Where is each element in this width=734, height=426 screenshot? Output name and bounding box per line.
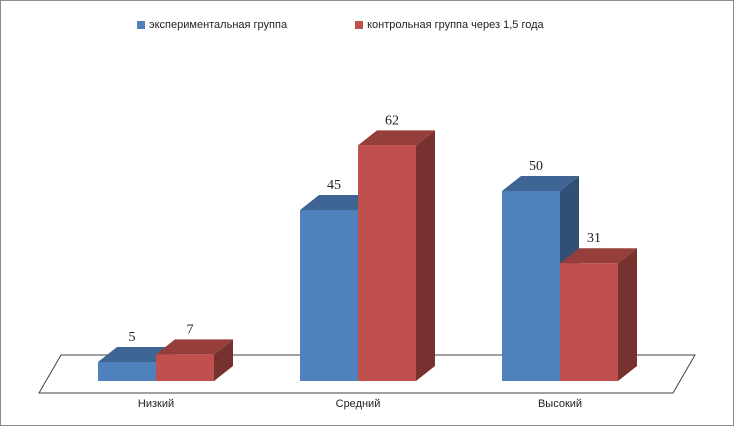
category-label: Средний [336, 398, 381, 410]
bar-control-2 [358, 130, 435, 381]
bar-side [214, 339, 233, 381]
category-labels-group: Низкий Средний Высокий [138, 398, 582, 410]
bar-top [358, 130, 435, 146]
bar-side [416, 130, 435, 381]
bar-top [502, 176, 579, 191]
bar-front [560, 263, 618, 381]
data-label: 45 [327, 178, 341, 193]
legend-label-experimental: экспериментальная группа [149, 19, 288, 31]
data-label: 5 [129, 330, 136, 345]
bar-front [156, 354, 214, 381]
legend-label-control: контрольная группа через 1,5 года [367, 19, 544, 31]
bars-group [98, 130, 637, 381]
bar-control-3 [560, 248, 637, 381]
bar-top [300, 195, 377, 210]
bar-top [156, 339, 233, 355]
bar-front [98, 362, 156, 381]
legend-swatch-experimental [137, 21, 145, 29]
bar-top [560, 248, 637, 264]
bar-front [502, 191, 560, 381]
data-label: 50 [529, 159, 543, 174]
legend: экспериментальная группа контрольная гру… [137, 15, 544, 35]
data-labels-group: 5 7 45 62 50 31 [129, 113, 602, 345]
bar-control-1 [156, 339, 233, 381]
data-label: 31 [587, 231, 601, 246]
data-label: 7 [187, 322, 194, 337]
bar-experimental-1 [98, 347, 175, 381]
legend-item-experimental: экспериментальная группа [137, 19, 287, 31]
legend-swatch-control [355, 21, 364, 29]
bar-front [300, 210, 358, 381]
data-label: 62 [385, 113, 399, 128]
category-label: Высокий [538, 398, 582, 410]
bar-side [618, 248, 637, 381]
category-label: Низкий [138, 398, 174, 410]
bar-top [98, 347, 175, 362]
bar-front [358, 145, 416, 381]
legend-item-control: контрольная группа через 1,5 года [355, 19, 544, 31]
